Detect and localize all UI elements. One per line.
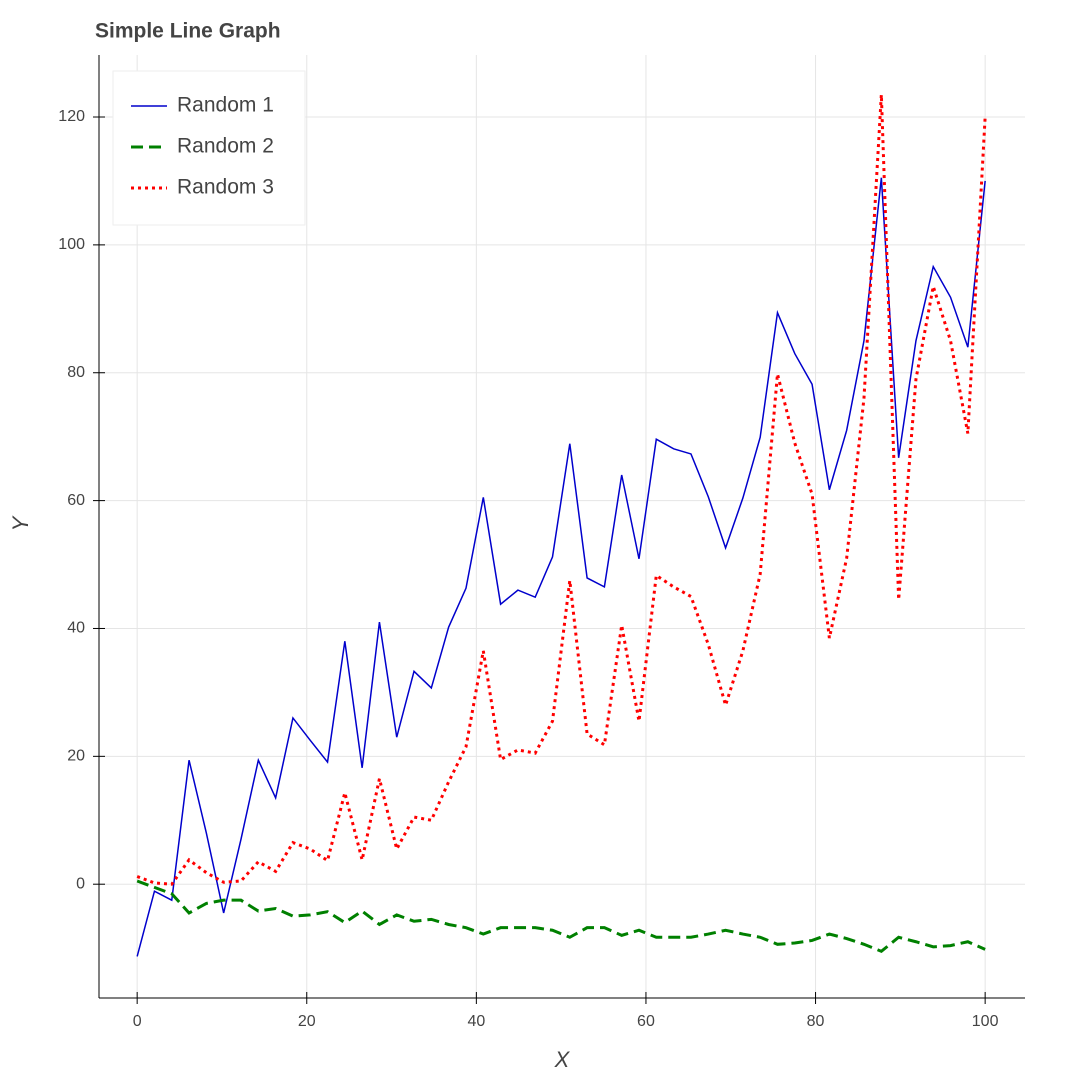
x-tick-label: 40	[467, 1013, 485, 1030]
y-tick-label: 20	[67, 748, 85, 765]
legend-box	[112, 70, 306, 226]
series-line	[136, 879, 986, 954]
x-tick-label: 20	[298, 1013, 316, 1030]
y-tick-label: 120	[58, 108, 85, 125]
y-tick-label: 80	[67, 364, 85, 381]
series-line	[136, 94, 987, 886]
x-tick-label: 80	[807, 1013, 825, 1030]
y-tick-label: 100	[58, 236, 85, 253]
legend-label: Random 3	[177, 176, 274, 199]
y-tick-label: 0	[76, 875, 85, 892]
y-tick-label: 60	[67, 492, 85, 509]
x-tick-label: 0	[133, 1013, 142, 1030]
x-axis-label: X	[554, 1047, 571, 1072]
y-tick-label: 40	[67, 620, 85, 637]
y-axis-label: Y	[8, 515, 33, 531]
x-tick-label: 100	[972, 1013, 999, 1030]
chart-title: Simple Line Graph	[95, 20, 281, 43]
legend-label: Random 1	[177, 94, 274, 117]
series-line	[136, 177, 986, 957]
legend-label: Random 2	[177, 135, 274, 158]
x-tick-label: 60	[637, 1013, 655, 1030]
